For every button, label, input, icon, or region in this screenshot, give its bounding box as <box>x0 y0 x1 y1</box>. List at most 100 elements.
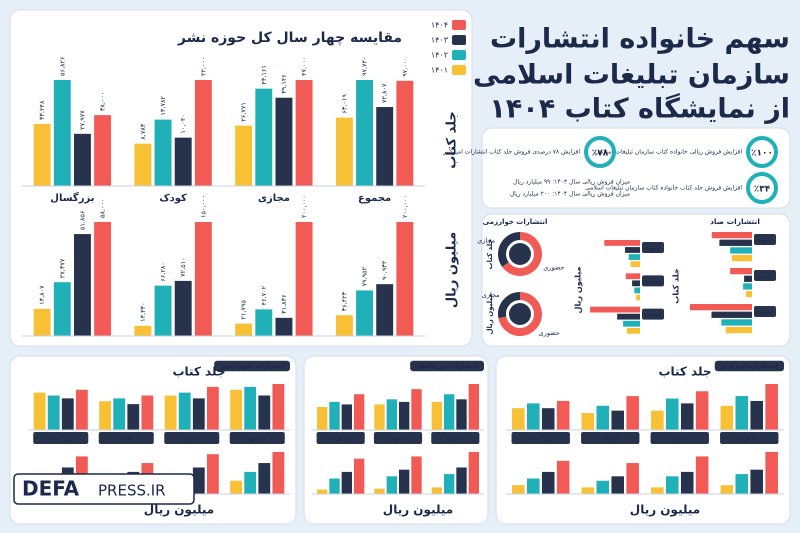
bar <box>581 413 595 430</box>
value-label: ۴۶,۷۰۲ <box>260 285 268 305</box>
bar <box>178 392 191 430</box>
bar <box>73 133 91 186</box>
bar <box>735 396 749 430</box>
bar <box>255 88 273 186</box>
category-label: کودک <box>159 193 187 204</box>
stat-text: افزایش فروش جلد کتاب خانواده کتاب سازمان… <box>585 185 742 192</box>
legend-label: ۱۴۰۲ <box>431 51 448 60</box>
value-label: ۳۹,۱۴۶ <box>280 74 288 94</box>
category-label: بزرگسال <box>50 191 94 204</box>
value-label: ۲۰۰,۰۰۰ <box>401 195 409 218</box>
bar <box>735 474 749 494</box>
bar <box>626 327 640 334</box>
section-title-bg <box>410 360 484 372</box>
value-label: ۱۳,۳۳۰ <box>139 302 147 322</box>
bar <box>174 137 192 186</box>
section-label: جلد کتاب <box>658 365 711 379</box>
sales-note: میزان فروش ریالی سال ۱۴۰۴: ۲۰۰ میلیارد ر… <box>510 191 630 198</box>
bar <box>720 405 734 430</box>
bar <box>230 389 243 430</box>
category-label: حضوری <box>644 246 662 252</box>
section-title-bg <box>714 360 784 372</box>
slice-label: مجازی <box>477 236 495 244</box>
bar <box>630 261 640 268</box>
value-label: ۲۰۰,۰۰۰ <box>300 195 308 218</box>
section-label: میلیون ریال <box>144 503 214 518</box>
bar <box>341 471 353 494</box>
title-line: از نمایشگاه کتاب ۱۴۰۴ <box>489 93 790 125</box>
bar <box>376 284 394 336</box>
legend-label: ۱۴۰۴ <box>431 21 448 30</box>
value-label: ۲۷,۹۷۷ <box>78 110 86 130</box>
category-label: مجموع <box>757 310 773 316</box>
bar <box>512 408 525 430</box>
side-label: جلد کتاب <box>445 111 460 169</box>
bar <box>194 80 212 186</box>
bar <box>398 469 410 494</box>
bar <box>386 399 398 430</box>
bar <box>695 391 709 430</box>
footer-site: PRESS.IR <box>98 482 166 500</box>
category-bg <box>720 432 779 444</box>
bar <box>527 403 540 430</box>
category-label: بزرگسال <box>530 434 553 442</box>
category-label: مجموع <box>249 435 266 442</box>
bar <box>431 487 443 494</box>
bar <box>244 471 257 494</box>
bar <box>230 480 243 494</box>
donut-slice <box>498 292 521 319</box>
bar <box>743 283 752 290</box>
bar <box>468 384 480 430</box>
bar <box>295 80 313 186</box>
title-line: سازمان تبلیغات اسلامی <box>473 60 790 91</box>
bar <box>744 275 752 282</box>
bar <box>711 232 752 239</box>
bar <box>396 222 414 336</box>
bar <box>356 80 374 186</box>
category-label: مجموع <box>741 435 758 442</box>
bar <box>590 306 640 313</box>
section-label: جلد کتاب <box>172 365 225 379</box>
bar <box>53 282 71 336</box>
bar <box>651 487 664 494</box>
bar <box>272 384 285 430</box>
bar <box>53 80 71 186</box>
value-label: ۷۲,۵۱۰ <box>179 257 187 277</box>
legend-swatch <box>452 65 466 75</box>
category-label: مجازی <box>258 193 290 204</box>
category-bg <box>373 432 423 444</box>
bar <box>335 315 353 336</box>
bar <box>134 325 152 336</box>
section-title: انتشارات سوره مهر <box>219 362 284 370</box>
bar <box>275 97 293 186</box>
section-title-bg <box>214 360 290 372</box>
category-label: مجموع <box>645 312 661 318</box>
bar <box>33 123 51 186</box>
slice-label: مجازی <box>482 291 500 299</box>
bar <box>206 454 219 494</box>
stat-ring <box>746 136 778 168</box>
bar <box>275 317 293 336</box>
bar <box>33 392 46 430</box>
bar <box>695 456 709 494</box>
bar <box>556 400 570 430</box>
bar <box>720 485 734 494</box>
stat-ring <box>746 172 778 204</box>
value-label: ۲۷,۳۷۷ <box>58 258 66 278</box>
category-bg <box>754 234 776 245</box>
bar <box>127 404 140 430</box>
bar <box>596 405 610 430</box>
stat-ring <box>584 136 616 168</box>
category-label: مجازی <box>671 435 688 442</box>
value-label: ۱۵۰,۰۰۰ <box>199 195 207 218</box>
bar <box>680 403 694 430</box>
value-label: ۱۳,۸۰۷ <box>38 285 46 305</box>
chart-title: انتشارات خوارزمی <box>483 218 548 226</box>
legend-swatch <box>452 20 466 30</box>
bar <box>134 143 152 186</box>
category-label: مجموع <box>358 193 391 204</box>
bar <box>376 107 394 186</box>
value-label: ۴۳,۱۶۱ <box>260 65 268 85</box>
value-label: ۶۳,۰۱۹ <box>340 94 348 114</box>
bar <box>235 323 253 336</box>
